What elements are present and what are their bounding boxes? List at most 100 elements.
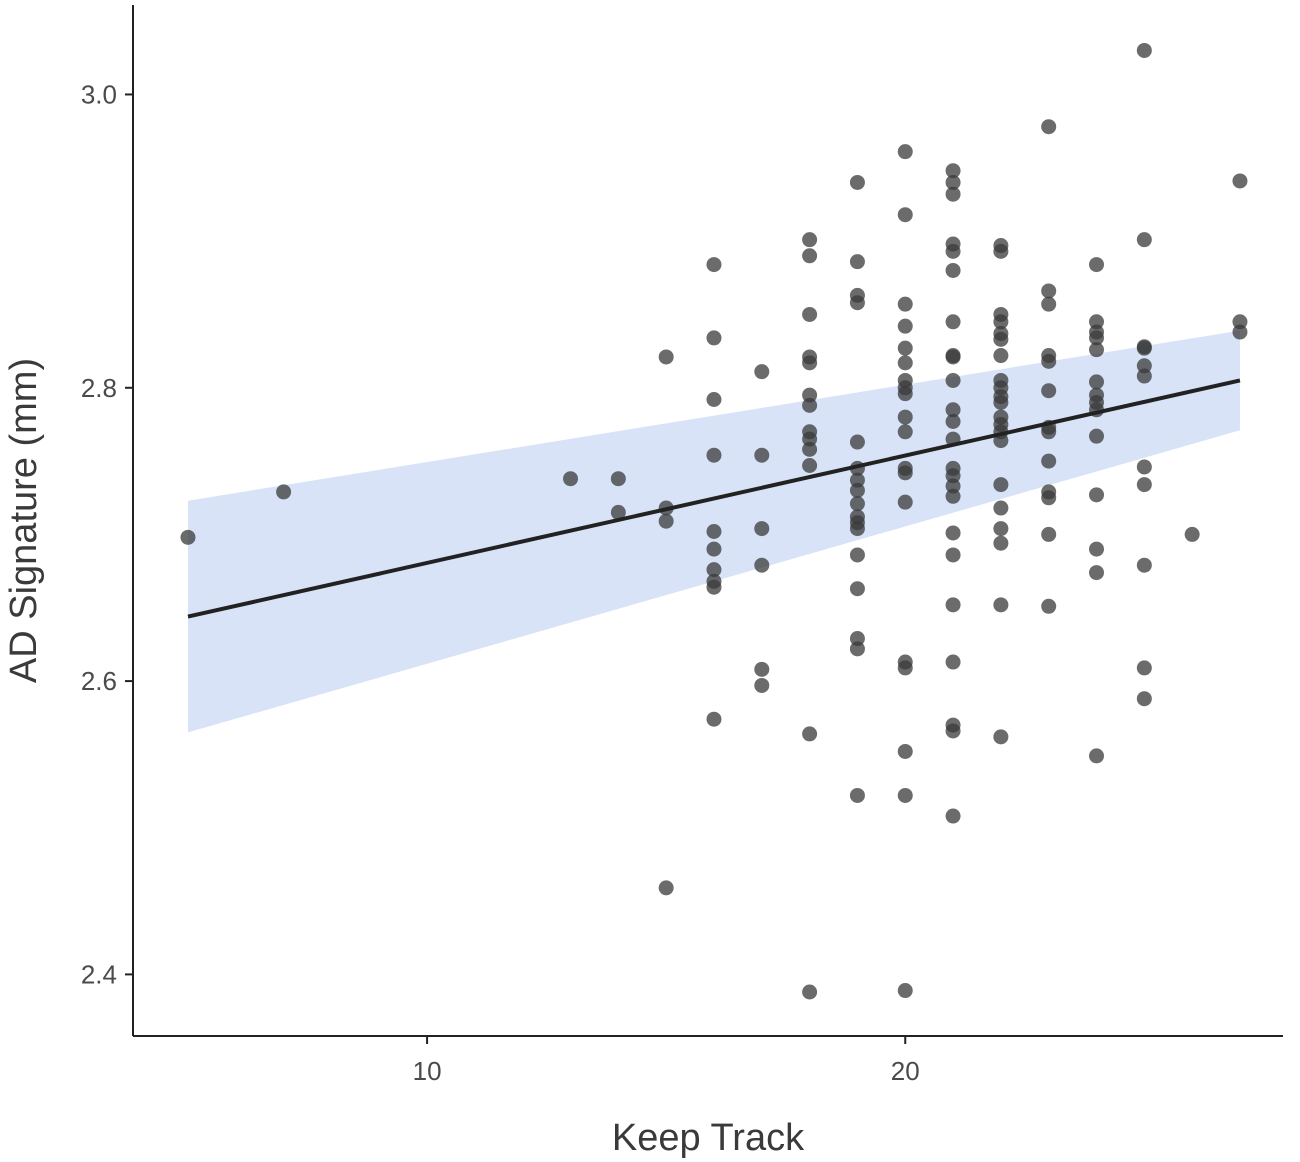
data-point — [945, 163, 961, 179]
data-point — [1089, 342, 1105, 358]
data-point — [849, 434, 865, 450]
data-point — [706, 257, 722, 273]
data-point — [658, 880, 674, 896]
data-point — [993, 729, 1009, 745]
data-point — [1041, 383, 1057, 399]
data-point — [849, 254, 865, 270]
data-point — [1089, 748, 1105, 764]
data-point — [1136, 42, 1152, 58]
x-tick-label: 10 — [413, 1056, 442, 1086]
data-point — [754, 677, 770, 693]
data-point — [1184, 526, 1200, 542]
y-axis-title: AD Signature (mm) — [3, 358, 45, 683]
data-point — [802, 397, 818, 413]
data-point — [658, 349, 674, 365]
data-point — [945, 488, 961, 504]
data-point — [849, 787, 865, 803]
data-point — [897, 983, 913, 999]
data-point — [1089, 314, 1105, 330]
x-axis-title: Keep Track — [612, 1117, 805, 1159]
data-point — [897, 660, 913, 676]
data-point — [1089, 374, 1105, 390]
data-point — [945, 597, 961, 613]
data-point — [945, 525, 961, 541]
y-tick-label: 2.8 — [81, 373, 117, 403]
data-point — [993, 535, 1009, 551]
data-point — [993, 348, 1009, 364]
data-point — [706, 392, 722, 408]
data-point — [658, 513, 674, 529]
regression-line — [187, 378, 1241, 619]
data-point — [993, 521, 1009, 537]
data-point — [1041, 296, 1057, 312]
data-point — [1041, 283, 1057, 299]
data-point — [802, 232, 818, 248]
data-point — [945, 468, 961, 484]
data-point — [897, 340, 913, 356]
data-point — [1041, 353, 1057, 369]
data-point — [1136, 557, 1152, 573]
data-point — [897, 207, 913, 223]
data-point — [897, 355, 913, 371]
data-point — [1089, 330, 1105, 346]
fit-line-layer — [187, 378, 1241, 619]
data-point — [1232, 314, 1248, 330]
data-point — [993, 331, 1009, 347]
data-point — [1089, 541, 1105, 557]
data-point — [945, 414, 961, 430]
data-point — [802, 726, 818, 742]
data-point — [849, 482, 865, 498]
data-point — [276, 484, 292, 500]
data-point — [802, 458, 818, 474]
data-point — [993, 477, 1009, 493]
data-point — [802, 306, 818, 322]
data-point — [993, 394, 1009, 410]
data-point — [1136, 358, 1152, 374]
data-point — [993, 314, 1009, 330]
data-point — [706, 541, 722, 557]
data-point — [1041, 453, 1057, 469]
data-point — [754, 364, 770, 380]
data-point — [1041, 119, 1057, 135]
data-point — [1136, 477, 1152, 493]
data-point — [1232, 173, 1248, 189]
data-point — [180, 529, 196, 545]
data-point — [993, 243, 1009, 259]
data-point — [1041, 526, 1057, 542]
data-point — [897, 465, 913, 481]
data-point — [945, 478, 961, 494]
data-point — [849, 496, 865, 512]
y-tick-label: 3.0 — [81, 79, 117, 109]
data-point — [897, 144, 913, 160]
data-point — [945, 654, 961, 670]
data-point — [897, 743, 913, 759]
data-point — [706, 447, 722, 463]
data-point — [897, 787, 913, 803]
data-point — [849, 174, 865, 190]
data-point — [610, 471, 626, 487]
data-point — [945, 723, 961, 739]
data-point — [1041, 490, 1057, 506]
data-point — [849, 631, 865, 647]
data-point — [802, 248, 818, 264]
data-point — [897, 424, 913, 440]
data-point — [945, 808, 961, 824]
data-point — [849, 641, 865, 657]
data-point — [802, 431, 818, 447]
data-point — [849, 547, 865, 563]
data-point — [802, 984, 818, 1000]
data-point — [993, 500, 1009, 516]
data-point — [706, 523, 722, 539]
data-point — [1232, 324, 1248, 340]
data-point — [945, 547, 961, 563]
data-point — [1089, 257, 1105, 273]
data-point — [1089, 428, 1105, 444]
axes-layer: 2.4 2.6 2.8 3.0 10 20 — [81, 5, 1283, 1086]
data-point — [754, 447, 770, 463]
data-point — [945, 349, 961, 365]
data-point — [706, 330, 722, 346]
data-point — [754, 557, 770, 573]
x-tick-label: 20 — [891, 1056, 920, 1086]
data-point — [945, 314, 961, 330]
